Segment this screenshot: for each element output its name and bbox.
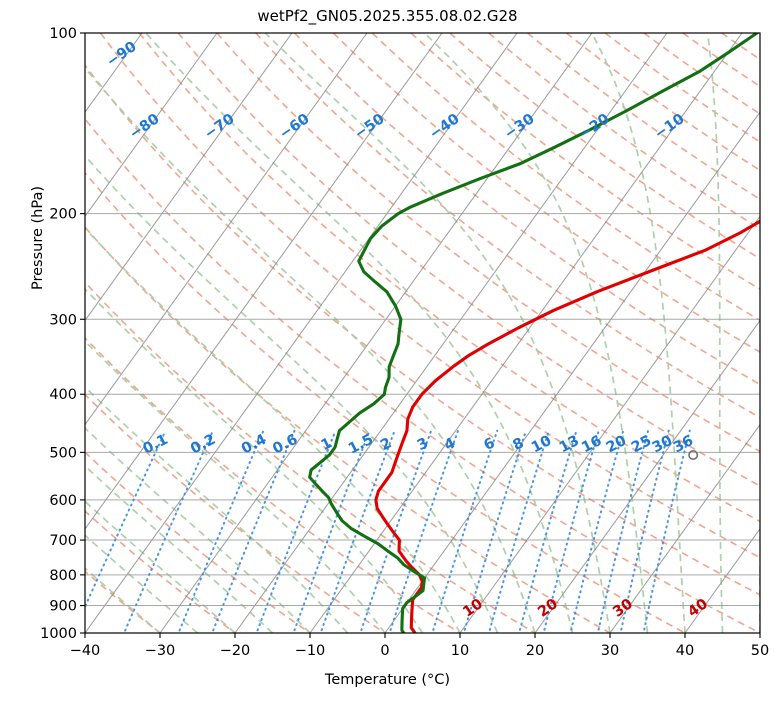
chart-title: wetPf2_GN05.2025.355.08.02.G28 — [257, 7, 518, 25]
plot-background — [85, 33, 760, 633]
svg-text:200: 200 — [49, 207, 77, 223]
svg-text:40: 40 — [676, 643, 694, 659]
svg-text:10: 10 — [451, 643, 469, 659]
svg-text:20: 20 — [526, 643, 544, 659]
svg-text:30: 30 — [601, 643, 619, 659]
x-axis-label: Temperature (°C) — [324, 672, 451, 688]
svg-text:600: 600 — [49, 493, 77, 509]
svg-text:900: 900 — [49, 599, 77, 615]
parcel-marker — [688, 449, 699, 460]
svg-text:0: 0 — [380, 643, 389, 659]
svg-text:300: 300 — [49, 312, 77, 328]
svg-text:−40: −40 — [70, 643, 101, 659]
dry-adiabats — [85, 33, 760, 633]
svg-text:500: 500 — [49, 445, 77, 461]
isotherms — [85, 33, 760, 633]
moist-adiabats — [85, 33, 760, 633]
plot-border — [84, 32, 761, 634]
svg-text:800: 800 — [49, 568, 77, 584]
svg-text:1000: 1000 — [40, 626, 77, 642]
sounding-curves — [308, 33, 760, 633]
svg-text:400: 400 — [49, 387, 77, 403]
svg-text:700: 700 — [49, 533, 77, 549]
svg-text:50: 50 — [751, 643, 769, 659]
svg-text:−20: −20 — [220, 643, 251, 659]
mixing-ratio-lines — [85, 429, 691, 633]
svg-text:−10: −10 — [295, 643, 326, 659]
svg-text:100: 100 — [49, 26, 77, 42]
svg-text:−30: −30 — [145, 643, 176, 659]
